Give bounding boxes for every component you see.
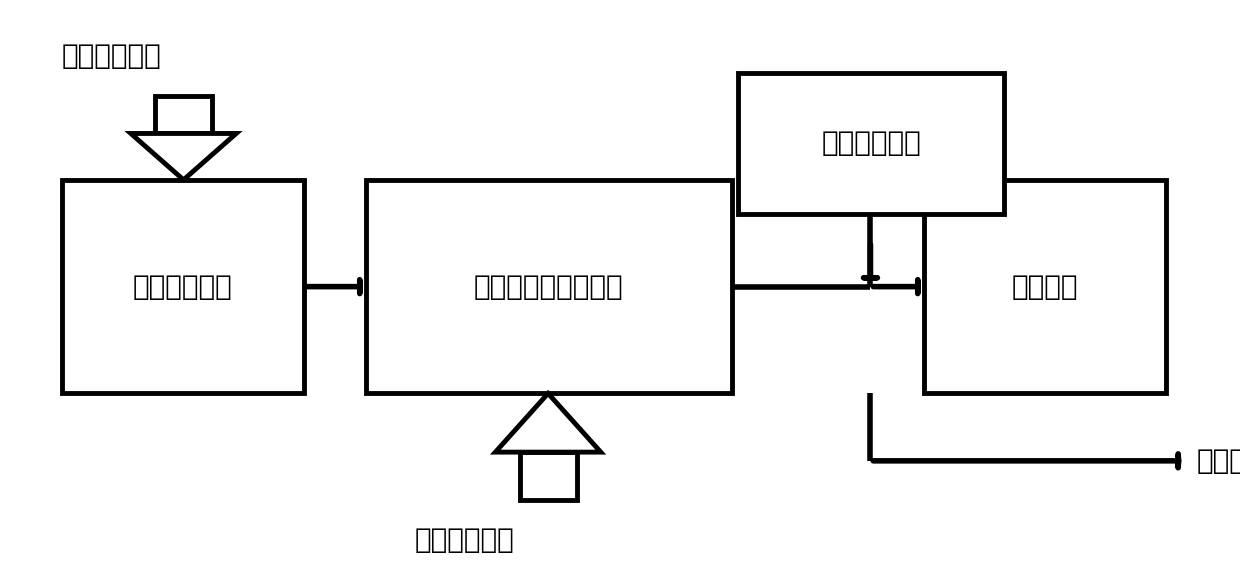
Text: 超晶格相变单元模块: 超晶格相变单元模块 <box>474 273 624 301</box>
Bar <box>62 180 304 393</box>
Bar <box>366 180 732 393</box>
Bar <box>520 452 577 500</box>
Text: 输出电压: 输出电压 <box>1197 447 1240 475</box>
Polygon shape <box>496 393 600 452</box>
Bar <box>155 96 212 134</box>
Text: 电压脉冲输入: 电压脉冲输入 <box>415 525 515 554</box>
Text: 电压脉冲输入: 电压脉冲输入 <box>62 42 161 70</box>
Text: 磁场发生模块: 磁场发生模块 <box>133 273 233 301</box>
Bar <box>738 73 1004 214</box>
Polygon shape <box>130 134 236 180</box>
Bar <box>924 180 1166 393</box>
Text: 可控开关元件: 可控开关元件 <box>821 129 921 157</box>
Text: 分压电阻: 分压电阻 <box>1012 273 1078 301</box>
